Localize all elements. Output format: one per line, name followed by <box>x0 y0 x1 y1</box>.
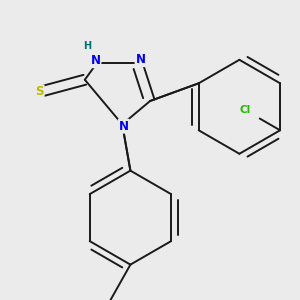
Text: S: S <box>35 85 44 98</box>
Text: N: N <box>119 120 129 133</box>
Text: N: N <box>91 54 100 67</box>
Text: N: N <box>136 53 146 66</box>
Text: Cl: Cl <box>240 105 251 115</box>
Text: H: H <box>83 41 91 51</box>
